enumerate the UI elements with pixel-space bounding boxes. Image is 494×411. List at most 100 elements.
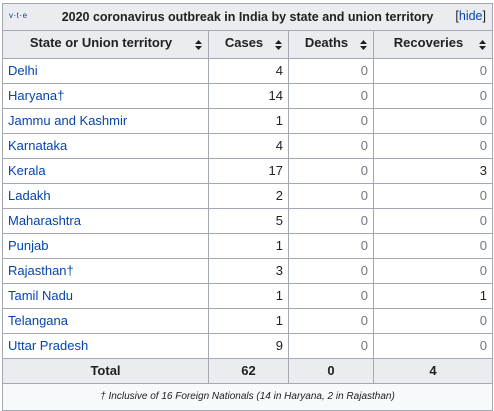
outbreak-table: v·t·e 2020 coronavirus outbreak in India…: [2, 3, 493, 411]
recoveries-cell: 0: [373, 333, 493, 359]
recoveries-cell: 0: [373, 233, 493, 259]
deaths-cell: 0: [288, 83, 374, 109]
cases-cell: 4: [208, 58, 289, 84]
state-cell: Kerala: [2, 158, 209, 184]
deaths-cell: 0: [288, 258, 374, 284]
sort-icon[interactable]: [478, 32, 487, 58]
column-header-label: Recoveries: [393, 35, 464, 50]
table-body: Delhi 4 0 0 Haryana† 14 0 0 Jammu and Kashmir 1 0 0…: [2, 58, 493, 359]
deaths-cell: 0: [288, 283, 374, 309]
state-link[interactable]: Maharashtra: [8, 213, 81, 228]
deaths-cell: 0: [288, 333, 374, 359]
state-link[interactable]: Karnataka: [8, 138, 68, 153]
deaths-cell: 0: [288, 58, 374, 84]
state-cell: Punjab: [2, 233, 209, 259]
recoveries-cell: 0: [373, 83, 493, 109]
recoveries-cell: 0: [373, 258, 493, 284]
deaths-cell: 0: [288, 208, 374, 234]
total-recoveries: 4: [373, 358, 493, 384]
cases-cell: 9: [208, 333, 289, 359]
recoveries-cell: 0: [373, 183, 493, 209]
sort-icon[interactable]: [194, 32, 203, 58]
total-row: Total 62 0 4: [2, 358, 493, 384]
cases-cell: 4: [208, 133, 289, 159]
vte-separator: ·: [19, 11, 23, 20]
state-cell: Tamil Nadu: [2, 283, 209, 309]
state-link[interactable]: Ladakh: [8, 188, 51, 203]
state-link[interactable]: Telangana: [8, 313, 68, 328]
vte-links: v·t·e: [9, 5, 28, 29]
column-header-recoveries[interactable]: Recoveries: [373, 30, 493, 59]
recoveries-cell: 0: [373, 133, 493, 159]
hide-toggle[interactable]: [hide]: [455, 9, 486, 23]
column-header-cases[interactable]: Cases: [208, 30, 289, 59]
state-cell: Delhi: [2, 58, 209, 84]
cases-cell: 2: [208, 183, 289, 209]
table-row: Kerala 17 0 3: [2, 158, 493, 184]
cases-cell: 1: [208, 108, 289, 134]
recoveries-cell: 0: [373, 58, 493, 84]
sort-icon[interactable]: [359, 32, 368, 58]
table-row: Maharashtra 5 0 0: [2, 208, 493, 234]
state-cell: Haryana†: [2, 83, 209, 109]
table-title: 2020 coronavirus outbreak in India by st…: [61, 10, 434, 24]
talk-link[interactable]: t: [16, 11, 20, 20]
recoveries-cell: 3: [373, 158, 493, 184]
state-cell: Jammu and Kashmir: [2, 108, 209, 134]
deaths-cell: 0: [288, 233, 374, 259]
deaths-cell: 0: [288, 158, 374, 184]
state-cell: Rajasthan†: [2, 258, 209, 284]
state-link[interactable]: Haryana†: [8, 88, 65, 103]
table-caption: v·t·e 2020 coronavirus outbreak in India…: [2, 3, 493, 31]
recoveries-cell: 0: [373, 208, 493, 234]
table-row: Karnataka 4 0 0: [2, 133, 493, 159]
state-link[interactable]: Delhi: [8, 63, 38, 78]
table-row: Telangana 1 0 0: [2, 308, 493, 334]
vte-separator: ·: [13, 11, 17, 20]
table-row: Rajasthan† 3 0 0: [2, 258, 493, 284]
edit-link[interactable]: e: [22, 11, 28, 20]
total-label: Total: [2, 358, 209, 384]
state-link[interactable]: Tamil Nadu: [8, 288, 74, 303]
table-row: Punjab 1 0 0: [2, 233, 493, 259]
table-row: Delhi 4 0 0: [2, 58, 493, 84]
table-row: Jammu and Kashmir 1 0 0: [2, 108, 493, 134]
table-row: Tamil Nadu 1 0 1: [2, 283, 493, 309]
deaths-cell: 0: [288, 308, 374, 334]
total-cases: 62: [208, 358, 289, 384]
column-header-label: Deaths: [304, 35, 349, 50]
state-link[interactable]: Jammu and Kashmir: [8, 113, 128, 128]
view-link[interactable]: v: [9, 11, 14, 20]
sort-icon[interactable]: [274, 32, 283, 58]
state-link[interactable]: Kerala: [8, 163, 46, 178]
cases-cell: 14: [208, 83, 289, 109]
cases-cell: 1: [208, 233, 289, 259]
table-row: Haryana† 14 0 0: [2, 83, 493, 109]
column-header-deaths[interactable]: Deaths: [288, 30, 374, 59]
cases-cell: 3: [208, 258, 289, 284]
table-caption-row: v·t·e 2020 coronavirus outbreak in India…: [2, 3, 493, 31]
state-cell: Ladakh: [2, 183, 209, 209]
recoveries-cell: 1: [373, 283, 493, 309]
table-row: Ladakh 2 0 0: [2, 183, 493, 209]
recoveries-cell: 0: [373, 308, 493, 334]
deaths-cell: 0: [288, 108, 374, 134]
state-link[interactable]: Rajasthan†: [8, 263, 74, 278]
cases-cell: 17: [208, 158, 289, 184]
column-header-state[interactable]: State or Union territory: [2, 30, 209, 59]
cases-cell: 5: [208, 208, 289, 234]
hide-link[interactable]: hide: [458, 9, 483, 23]
state-link[interactable]: Punjab: [8, 238, 49, 253]
footnote-row: † Inclusive of 16 Foreign Nationals (14 …: [2, 383, 493, 411]
footnote: † Inclusive of 16 Foreign Nationals (14 …: [2, 383, 493, 411]
cases-cell: 1: [208, 283, 289, 309]
total-deaths: 0: [288, 358, 374, 384]
deaths-cell: 0: [288, 183, 374, 209]
recoveries-cell: 0: [373, 108, 493, 134]
table-row: Uttar Pradesh 9 0 0: [2, 333, 493, 359]
cases-cell: 1: [208, 308, 289, 334]
column-header-label: State or Union territory: [29, 35, 173, 50]
state-cell: Uttar Pradesh: [2, 333, 209, 359]
state-cell: Maharashtra: [2, 208, 209, 234]
state-link[interactable]: Uttar Pradesh: [8, 338, 89, 353]
